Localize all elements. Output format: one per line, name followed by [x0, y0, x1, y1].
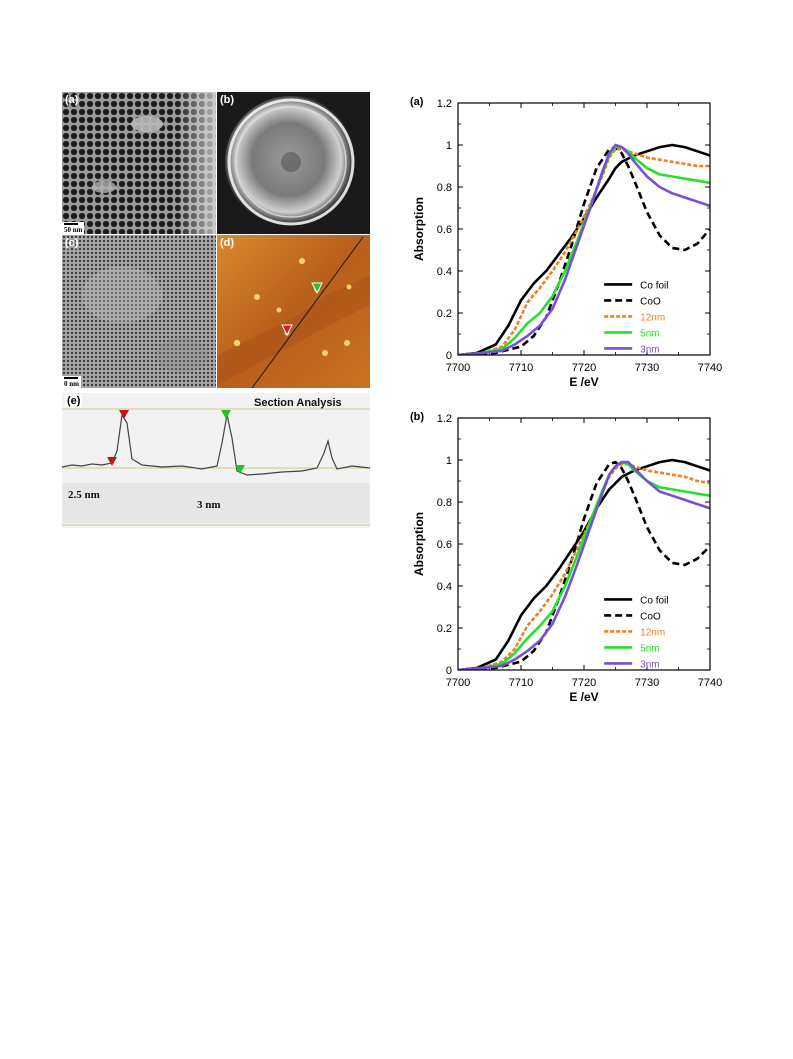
- y-axis-label-0: Absorption: [412, 197, 426, 261]
- legend-label-1-0: Co foil: [640, 595, 668, 606]
- x-tick-label-1-4: 7740: [698, 677, 722, 689]
- y-tick-label-0-3: 0.6: [437, 224, 452, 236]
- y-tick-label-0-5: 1: [446, 140, 452, 152]
- afm-topography-graphic: [217, 235, 370, 388]
- series-line-0-4: [458, 143, 710, 355]
- chart-panel-label-1: (b): [410, 411, 424, 423]
- y-tick-label-0-2: 0.4: [437, 266, 452, 278]
- tem-image-c: (c) 0 nm: [62, 235, 216, 388]
- plot-frame-0: [457, 102, 711, 356]
- y-tick-label-1-5: 1: [446, 455, 452, 467]
- series-line-0-2: [458, 147, 710, 355]
- x-axis-label-1: E /eV: [569, 690, 598, 704]
- tem-image-c-graphic: [62, 235, 216, 388]
- x-tick-label-0-1: 7710: [509, 362, 533, 374]
- panel-label-a: (a): [65, 94, 79, 106]
- chart-panel-1: (b) 0 0.2 0.4 0.6 0.8 1 1.2 7700 7710 7720 7730 7740…: [410, 411, 722, 704]
- section-profile-graphic: [62, 408, 370, 526]
- scale-bar-c: 0 nm: [62, 376, 81, 388]
- legend-label-0-0: Co foil: [640, 280, 668, 291]
- legend-label-1-2: 12nm: [640, 627, 665, 638]
- tem-image-a: (a) 50 nm: [62, 92, 216, 234]
- legend-label-1-1: CoO: [640, 611, 661, 622]
- height-label-right: 3 nm: [197, 499, 221, 511]
- x-tick-label-0-0: 7700: [446, 362, 470, 374]
- panel-label-b: (b): [220, 94, 235, 106]
- series-line-1-4: [458, 460, 710, 670]
- x-tick-label-0-3: 7730: [635, 362, 659, 374]
- scale-bar-c-label: 0 nm: [64, 380, 79, 388]
- series-line-1-1: [458, 460, 710, 670]
- legend-label-1-4: 3nm: [640, 659, 659, 670]
- series-line-0-3: [458, 145, 710, 355]
- plot-frame-1: [457, 417, 711, 671]
- y-tick-label-1-0: 0: [446, 665, 452, 677]
- section-analysis-e: (e) Section Analysis 2.5 nm 3 nm: [62, 393, 370, 528]
- legend-label-1-3: 5nm: [640, 643, 659, 654]
- afm-image-d: (d): [217, 235, 370, 388]
- scale-bar-a: 50 nm: [62, 222, 85, 234]
- x-axis-label-0: E /eV: [569, 375, 598, 389]
- y-tick-label-0-1: 0.2: [437, 308, 452, 320]
- y-axis-label-1: Absorption: [412, 512, 426, 576]
- panel-label-c: (c): [65, 237, 79, 249]
- panel-label-e: (e): [65, 395, 83, 407]
- y-tick-label-0-4: 0.8: [437, 182, 452, 194]
- xanes-charts: (a) 0 0.2 0.4 0.6 0.8 1 1.2 7700 7710 7720 7730 7740…: [410, 96, 722, 704]
- y-tick-label-1-4: 0.8: [437, 497, 452, 509]
- legend-label-0-4: 3nm: [640, 344, 659, 355]
- x-tick-label-1-0: 7700: [446, 677, 470, 689]
- section-analysis-title: Section Analysis: [254, 397, 342, 409]
- diffraction-image-b: (b): [217, 92, 370, 234]
- x-tick-label-1-1: 7710: [509, 677, 533, 689]
- chart-panel-0: (a) 0 0.2 0.4 0.6 0.8 1 1.2 7700 7710 7720 7730 7740…: [410, 96, 722, 389]
- y-tick-label-1-1: 0.2: [437, 623, 452, 635]
- legend-label-0-1: CoO: [640, 296, 661, 307]
- x-tick-label-0-2: 7720: [572, 362, 596, 374]
- chart-panel-label-0: (a): [410, 96, 424, 108]
- series-line-1-0: [458, 458, 710, 670]
- tem-image-a-graphic: [62, 92, 216, 234]
- y-tick-label-1-6: 1.2: [437, 413, 452, 425]
- y-tick-label-0-6: 1.2: [437, 98, 452, 110]
- series-line-0-0: [458, 143, 710, 355]
- scale-bar-a-label: 50 nm: [64, 226, 83, 234]
- legend-label-0-3: 5nm: [640, 328, 659, 339]
- diffraction-pattern-graphic: [225, 96, 357, 228]
- series-line-1-3: [458, 460, 710, 670]
- series-line-0-1: [458, 145, 710, 355]
- legend-label-0-2: 12nm: [640, 312, 665, 323]
- x-tick-label-0-4: 7740: [698, 362, 722, 374]
- height-label-left: 2.5 nm: [68, 489, 100, 501]
- x-tick-label-1-2: 7720: [572, 677, 596, 689]
- y-tick-label-1-2: 0.4: [437, 581, 452, 593]
- y-tick-label-0-0: 0: [446, 350, 452, 362]
- panel-label-d: (d): [220, 237, 235, 249]
- y-tick-label-1-3: 0.6: [437, 539, 452, 551]
- x-tick-label-1-3: 7730: [635, 677, 659, 689]
